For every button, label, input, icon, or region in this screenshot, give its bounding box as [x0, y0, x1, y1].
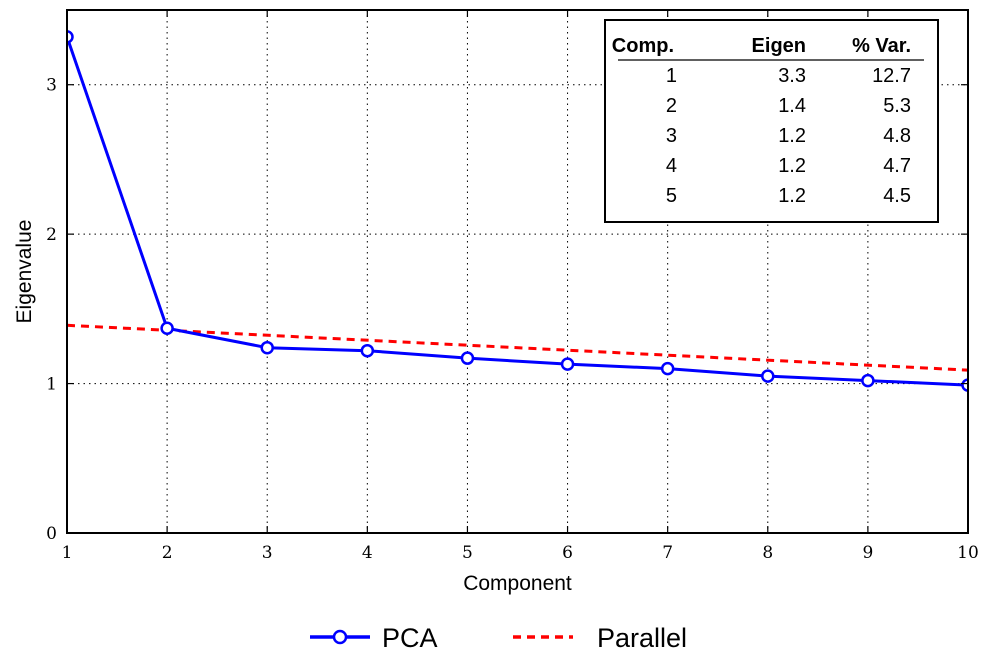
legend: PCA Parallel — [310, 623, 687, 653]
table-header-cell: % Var. — [852, 35, 911, 57]
y-tick-label: 2 — [46, 225, 57, 245]
data-point — [861, 373, 875, 388]
table-cell: 1.2 — [778, 155, 806, 177]
x-tick-label: 10 — [957, 543, 979, 563]
legend-marker — [332, 629, 348, 645]
table-cell: 3 — [666, 125, 677, 147]
table-cell: 3.3 — [778, 65, 806, 87]
x-tick-label: 9 — [862, 543, 873, 563]
table-frame — [604, 19, 939, 223]
x-tick-label: 2 — [162, 543, 173, 563]
table-cell: 2 — [666, 95, 677, 117]
table-cell: 5.3 — [883, 95, 911, 117]
table-cell: 12.7 — [872, 65, 911, 87]
table-cell: 4.7 — [883, 155, 911, 177]
data-point — [761, 369, 775, 383]
table-cell: 1.4 — [778, 95, 806, 117]
table-cell: 4.5 — [883, 185, 911, 207]
table-cell: 4 — [666, 155, 677, 177]
table-cell: 1 — [666, 65, 677, 87]
data-point — [67, 30, 74, 44]
table-header-cell: Eigen — [752, 35, 806, 57]
y-tick-label: 1 — [46, 375, 57, 395]
table-cell: 1.2 — [778, 185, 806, 207]
data-point — [660, 361, 675, 376]
x-tick-label: 4 — [362, 543, 373, 563]
table-header-cell: Comp. — [612, 35, 674, 57]
data-point — [460, 351, 475, 365]
data-point — [360, 343, 375, 358]
legend-label: Parallel — [597, 623, 687, 653]
x-tick-label: 6 — [562, 543, 573, 563]
series-pca — [67, 30, 968, 392]
table-cell: 1.2 — [778, 125, 806, 147]
legend-item-pca: PCA — [310, 623, 438, 653]
table-cell: 5 — [666, 185, 677, 207]
table-cell: 4.8 — [883, 125, 911, 147]
x-axis-label: Component — [463, 572, 572, 595]
x-tick-label: 8 — [762, 543, 773, 563]
data-point — [160, 321, 174, 336]
series-line-pca — [67, 36, 968, 387]
y-axis-label: Eigenvalue — [13, 220, 36, 324]
data-point — [961, 378, 968, 392]
series-parallel — [67, 323, 968, 372]
series-line-parallel — [67, 323, 968, 372]
data-point — [260, 340, 274, 355]
series-layer — [67, 30, 968, 392]
x-tick-label: 1 — [62, 543, 73, 563]
y-tick-label: 3 — [46, 76, 57, 96]
x-tick-label: 7 — [662, 543, 673, 563]
eigenvalue-table: Comp. Eigen % Var. 1 3.3 12.7 2 1.4 5.3 3 1.2 4.8 4 1… — [604, 19, 939, 223]
legend-item-parallel: Parallel — [513, 623, 687, 653]
plot-area-frame — [66, 9, 969, 534]
data-point — [560, 357, 575, 371]
x-tick-label: 5 — [462, 543, 473, 563]
legend-label: PCA — [382, 623, 438, 653]
x-tick-label: 3 — [262, 543, 273, 563]
y-tick-label: 0 — [46, 524, 57, 544]
